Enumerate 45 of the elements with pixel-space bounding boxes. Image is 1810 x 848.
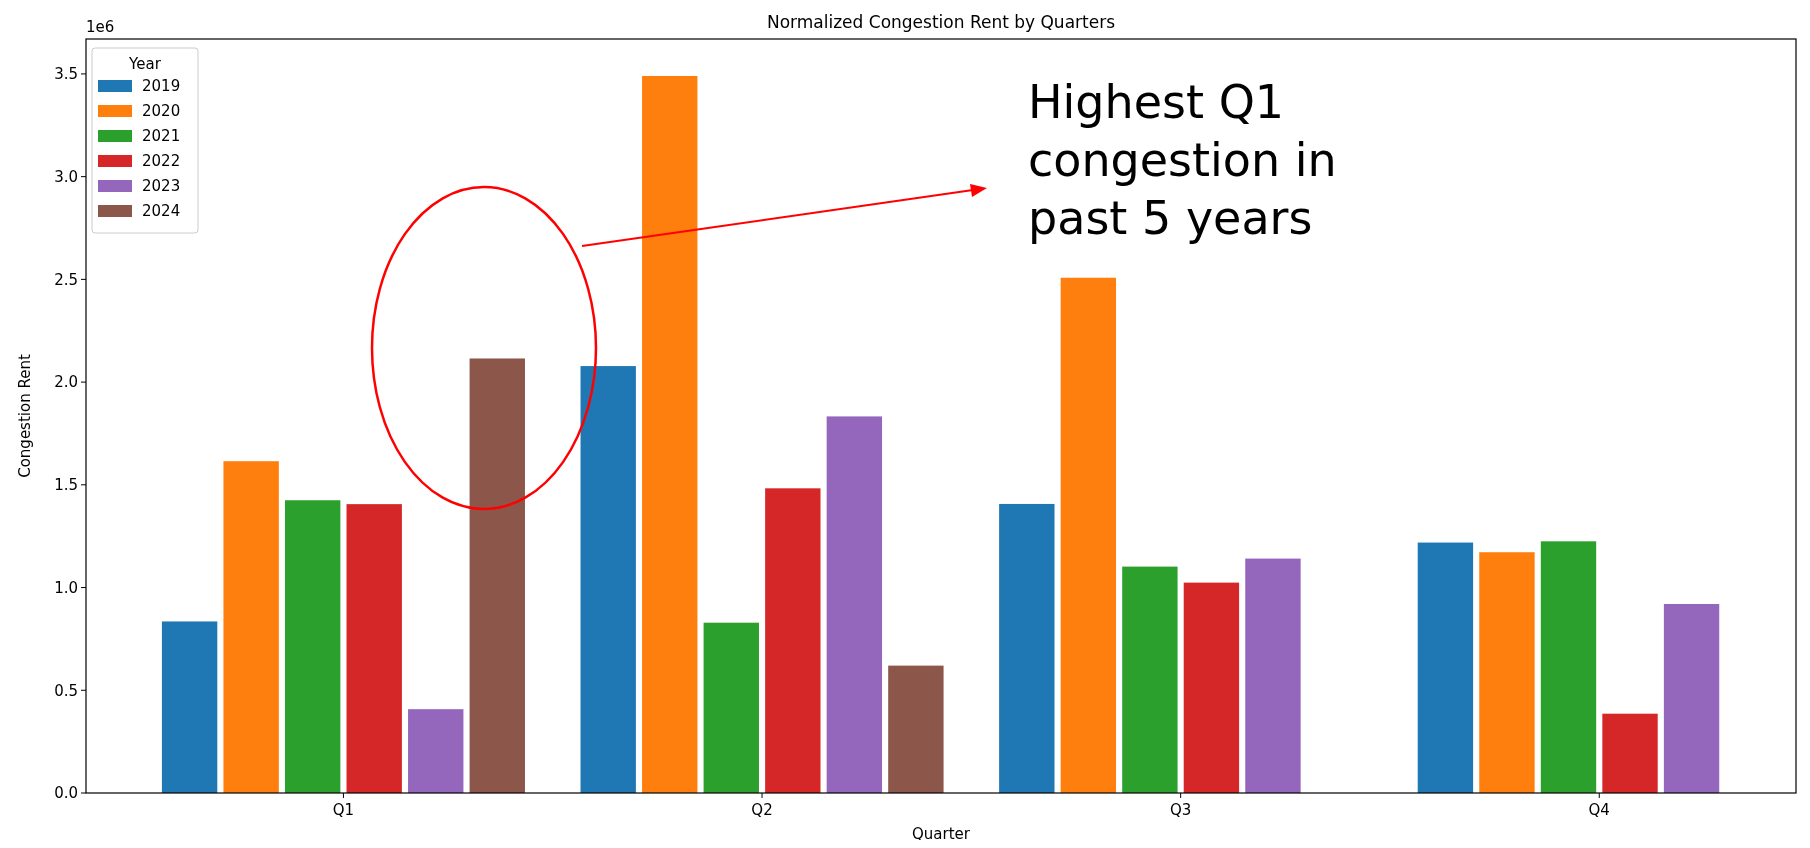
- bar: [826, 416, 883, 793]
- y-tick-label: 2.5: [54, 270, 78, 289]
- y-tick-label: 2.0: [54, 373, 78, 392]
- legend-label: 2023: [142, 177, 181, 196]
- bar: [1417, 542, 1474, 793]
- bar: [1602, 713, 1658, 793]
- text: 1e6: [86, 18, 115, 36]
- x-tick-label: Q4: [1588, 801, 1610, 819]
- legend-label: 2024: [142, 202, 181, 221]
- x-tick-label: Q1: [332, 801, 355, 819]
- y-tick-label: 0.5: [54, 681, 78, 700]
- bar: [1540, 541, 1597, 793]
- bar: [1663, 603, 1720, 793]
- bar: [999, 503, 1055, 793]
- y-axis-title: Congestion Rent: [16, 354, 34, 478]
- bar: [1245, 558, 1301, 793]
- bar: [703, 622, 759, 793]
- y-tick-label: 0.0: [54, 784, 78, 803]
- bar: [1060, 277, 1117, 793]
- legend-label: 2021: [142, 127, 181, 146]
- bar: [642, 75, 698, 793]
- bar: [888, 665, 944, 793]
- bar: [580, 366, 636, 793]
- y-tick-label: 1.0: [54, 578, 78, 597]
- legend-label: 2019: [142, 77, 181, 96]
- annotation: Highest Q1 congestion in past 5 years: [1028, 75, 1337, 245]
- x-tick-label: Q3: [1169, 801, 1192, 819]
- bar: [223, 461, 279, 793]
- bar: [284, 500, 341, 793]
- y-tick-label: 3.0: [54, 167, 78, 186]
- bar: [1122, 566, 1178, 793]
- legend-label: 2022: [142, 152, 181, 171]
- bar: [765, 488, 821, 793]
- legend-title: Year: [128, 55, 162, 73]
- bar: [469, 358, 525, 793]
- bar: [346, 504, 402, 793]
- bar: [1183, 582, 1240, 793]
- legend-label: 2020: [142, 102, 181, 121]
- bar: [408, 709, 464, 793]
- chart-title: Normalized Congestion Rent by Quarters: [766, 12, 1116, 32]
- x-tick-label: Q2: [751, 801, 773, 819]
- y-tick-label: 1.5: [54, 476, 78, 495]
- bar: [1479, 552, 1535, 793]
- bar: [161, 621, 218, 793]
- y-tick-label: 3.5: [54, 65, 78, 84]
